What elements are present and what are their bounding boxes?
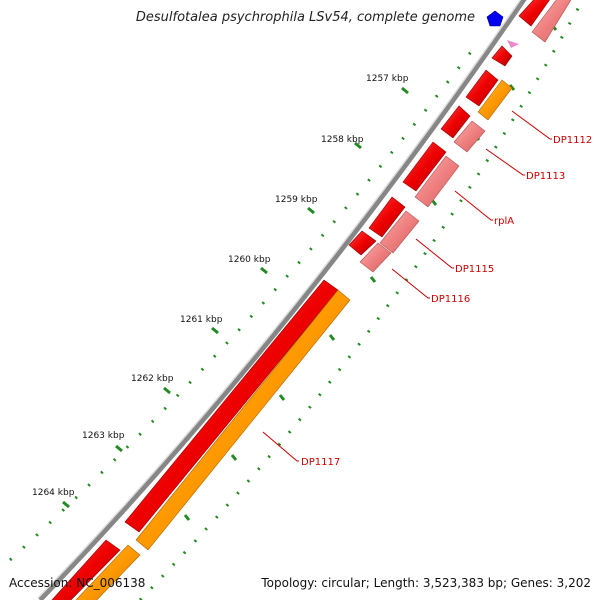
tick-label: 1264 kbp — [32, 488, 75, 498]
gene-label: DP1115 — [455, 264, 494, 275]
reverse-strand-pink-genes — [359, 0, 572, 273]
ruler-inner-dots — [138, 4, 582, 600]
origin-marker-icon — [486, 10, 504, 27]
tick-label: 1259 kbp — [275, 195, 318, 205]
map-title: Desulfotalea psychrophila LSv54, complet… — [135, 10, 475, 25]
accession-text: Accession: NC_006138 — [9, 576, 146, 590]
reverse-strand-orange-genes — [75, 79, 513, 600]
genome-backbone-highlight — [37, 0, 522, 599]
gene-label: DP1117 — [301, 457, 340, 468]
gene-labels: DP1112 DP1113 rplA DP1115 DP1116 DP1117 — [301, 135, 592, 468]
ruler-outer-dots — [8, 39, 482, 562]
tick-label: 1260 kbp — [228, 255, 271, 265]
tick-label: 1261 kbp — [180, 315, 223, 325]
genome-summary-text: Topology: circular; Length: 3,523,383 bp… — [261, 576, 591, 590]
pink-marker-icon — [507, 40, 519, 48]
gene-label: DP1113 — [526, 171, 565, 182]
tick-labels: 1257 kbp 1258 kbp 1259 kbp 1260 kbp 1261… — [32, 74, 409, 498]
tick-label: 1258 kbp — [321, 135, 364, 145]
tick-label: 1263 kbp — [82, 431, 125, 441]
gene-label: DP1116 — [431, 294, 470, 305]
genome-backbone — [38, 0, 527, 600]
gene-label: rplA — [494, 216, 514, 227]
forward-strand-genes — [51, 0, 550, 600]
tick-label: 1257 kbp — [366, 74, 409, 84]
tick-label: 1262 kbp — [131, 374, 174, 384]
gene-label: DP1112 — [553, 135, 592, 146]
tick-marks — [62, 86, 409, 509]
gene-leader-lines — [262, 110, 552, 462]
